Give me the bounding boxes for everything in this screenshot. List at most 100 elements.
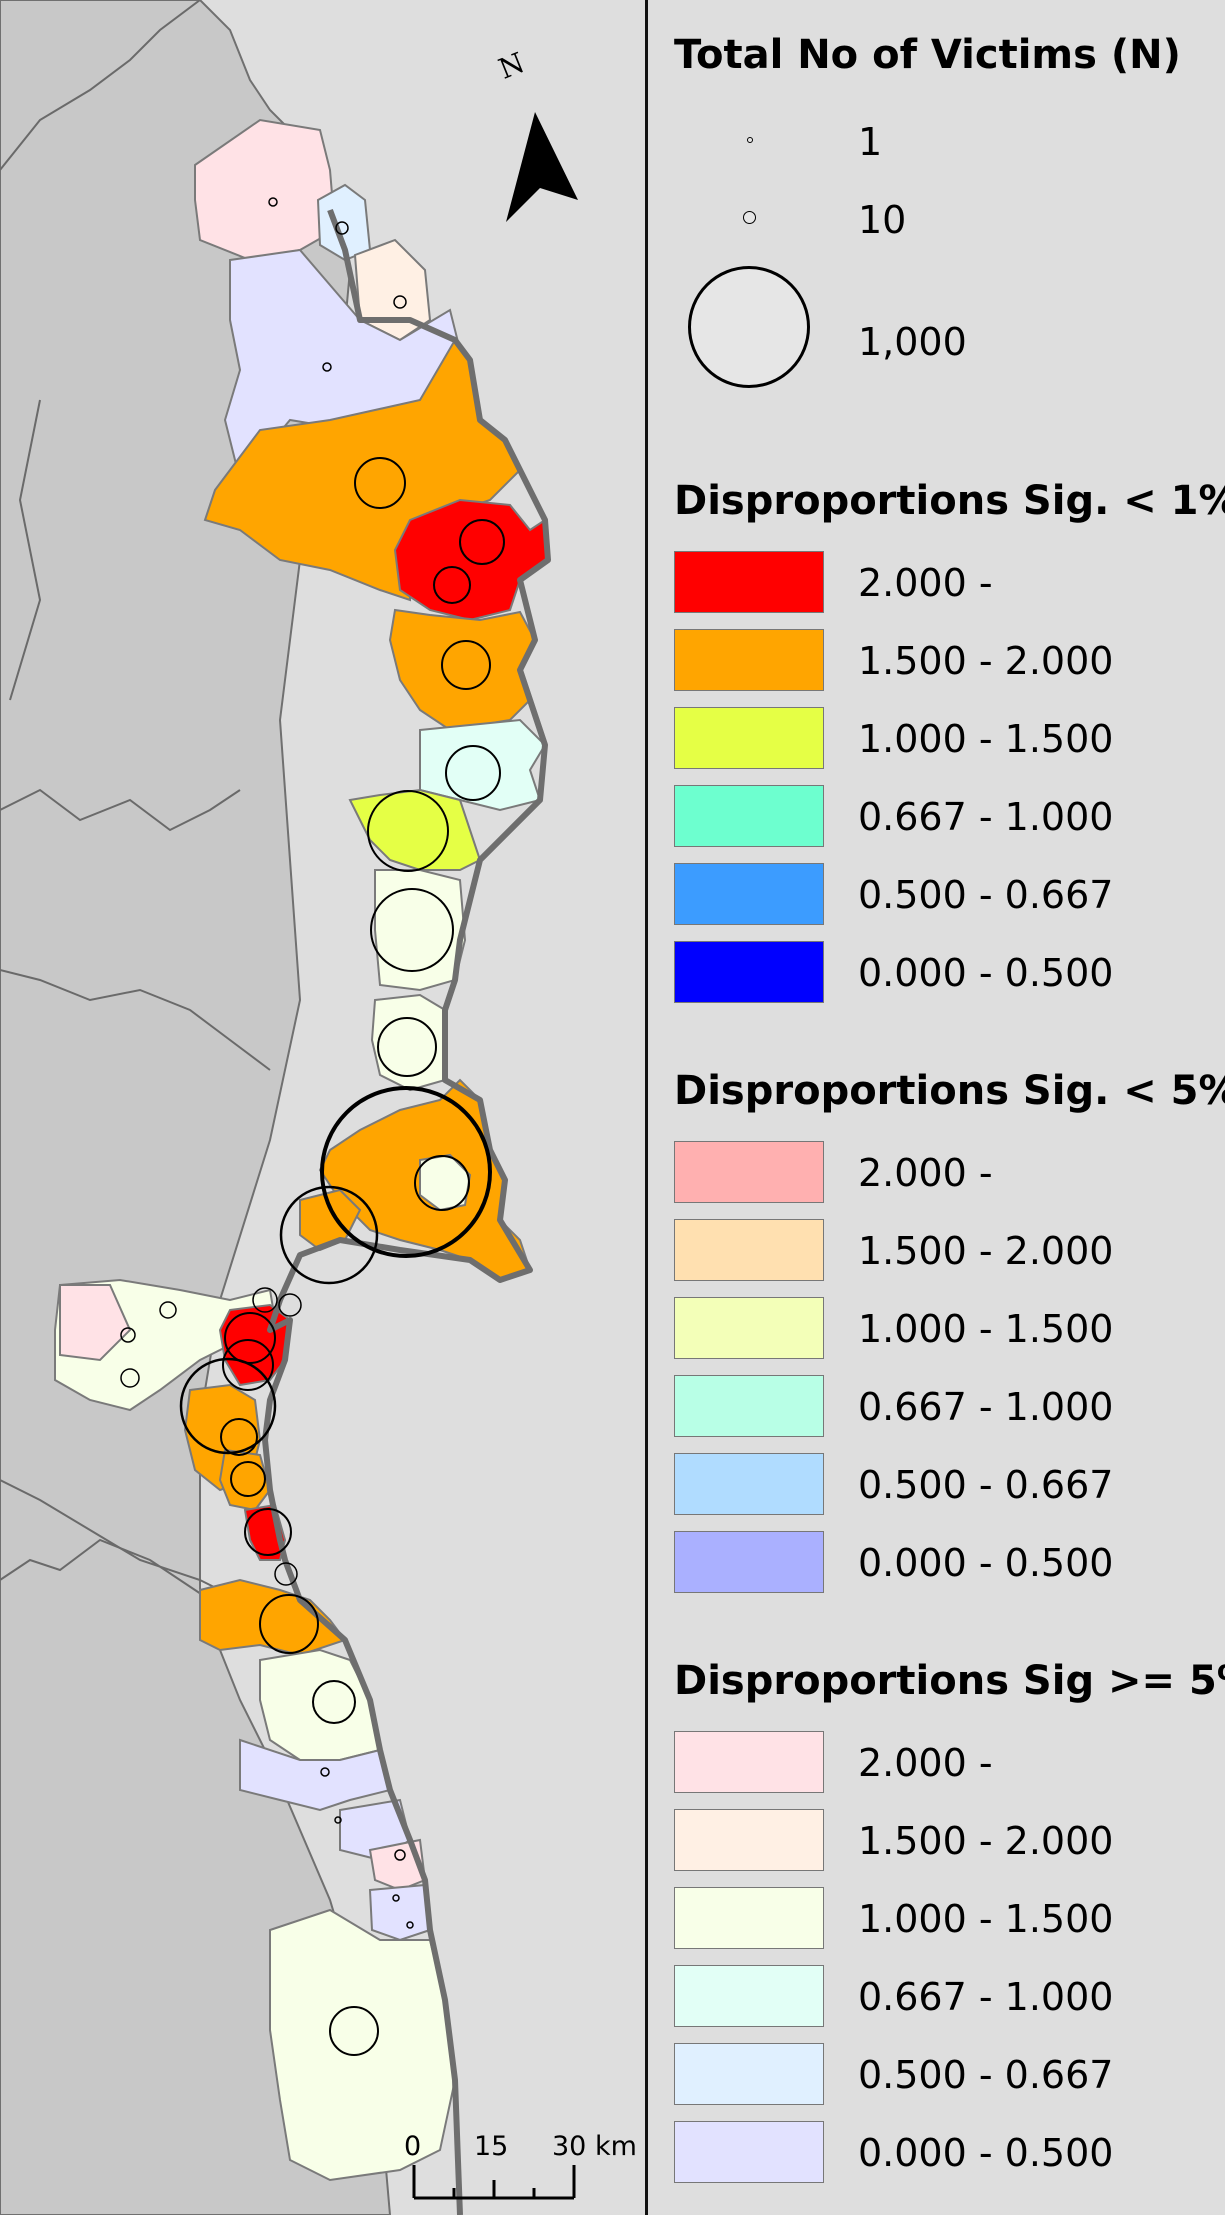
legend-swatch	[674, 551, 824, 613]
legend-class-label: 0.667 - 1.000	[858, 1385, 1114, 1429]
victim-circle	[159, 1301, 177, 1319]
victim-circle	[334, 1816, 342, 1824]
victim-circle	[224, 1312, 276, 1364]
legend-class-label: 0.000 - 0.500	[858, 951, 1114, 995]
victim-circle	[393, 295, 407, 309]
legend-class-label: 0.667 - 1.000	[858, 795, 1114, 839]
municipality-lavender-1	[239, 1738, 392, 1812]
legend-panel: Total No of Victims (N) 1 10 1,000 Dispr…	[648, 0, 1225, 2215]
victim-circle	[320, 1086, 492, 1258]
municipality-north-1	[194, 118, 337, 262]
legend-swatch	[674, 1965, 824, 2027]
legend-swatch	[674, 1375, 824, 1437]
legend-swatch	[674, 863, 824, 925]
scale-label-15: 15	[474, 2131, 508, 2162]
legend-swatch	[674, 1887, 824, 1949]
victim-circle	[377, 1017, 437, 1077]
coastal-map: N 0 15 30 km	[0, 0, 637, 2215]
size-label-10: 10	[858, 198, 907, 242]
victim-circle	[441, 640, 491, 690]
municipality-lavender-3	[368, 1883, 432, 1942]
legend-class-label: 2.000 -	[858, 1741, 993, 1785]
victim-circle	[392, 1894, 400, 1902]
legend-swatch	[674, 1809, 824, 1871]
size-symbol-medium	[743, 211, 756, 224]
victim-circle	[414, 1155, 470, 1211]
municipality-pale-1	[374, 869, 467, 992]
legend-swatch	[674, 785, 824, 847]
legend-class-label: 1.000 - 1.500	[858, 717, 1114, 761]
victim-circle	[312, 1680, 356, 1724]
legend-swatch	[674, 1141, 824, 1203]
legend-class-label: 0.667 - 1.000	[858, 1975, 1114, 2019]
legend-group-title: Disproportions Sig. < 1%	[674, 478, 1225, 524]
legend-swatch	[674, 1453, 824, 1515]
legend-swatch	[674, 1731, 824, 1793]
victim-circle	[268, 197, 278, 207]
victim-circle	[252, 1287, 278, 1313]
victim-circles	[120, 197, 505, 2056]
victim-circle	[244, 1508, 292, 1556]
legend-swatch	[674, 2043, 824, 2105]
size-symbol-small	[747, 137, 753, 143]
victim-circle	[120, 1327, 136, 1343]
size-label-1000: 1,000	[858, 320, 967, 364]
scale-label-30-km: 30 km	[552, 2131, 637, 2162]
panel-divider	[645, 0, 648, 2215]
legend-class-label: 1.500 - 2.000	[858, 639, 1114, 683]
scale-label-0: 0	[404, 2131, 421, 2162]
municipality-pale-3	[419, 1153, 472, 1212]
legend-swatch	[674, 707, 824, 769]
victim-circle	[354, 457, 406, 509]
legend-swatch	[674, 1219, 824, 1281]
size-label-1: 1	[858, 120, 883, 164]
victim-circle	[459, 519, 505, 565]
municipality-pink-1	[59, 1284, 132, 1362]
coastline	[262, 208, 551, 2215]
legend-swatch	[674, 1531, 824, 1593]
legend-class-label: 0.000 - 0.500	[858, 2131, 1114, 2175]
prefecture-boundaries	[0, 0, 271, 1601]
legend-class-label: 1.000 - 1.500	[858, 1897, 1114, 1941]
victim-circle	[433, 566, 471, 604]
victim-circle	[120, 1368, 140, 1388]
legend-class-label: 2.000 -	[858, 561, 993, 605]
legend-class-label: 0.500 - 0.667	[858, 1463, 1114, 1507]
legend-swatch	[674, 629, 824, 691]
legend-swatch	[674, 941, 824, 1003]
municipalities	[54, 118, 550, 2182]
victim-circle	[370, 888, 454, 972]
legend-class-label: 0.500 - 0.667	[858, 2053, 1114, 2097]
legend-class-label: 0.000 - 0.500	[858, 1541, 1114, 1585]
victim-circle	[230, 1461, 266, 1497]
victim-circle	[278, 1293, 302, 1317]
legend-swatch	[674, 2121, 824, 2183]
legend-swatch	[674, 1297, 824, 1359]
scale-bar	[412, 2165, 576, 2200]
size-symbol-large	[688, 266, 810, 388]
legend-class-label: 2.000 -	[858, 1151, 993, 1195]
legend-group-title: Disproportions Sig. < 5%	[674, 1068, 1225, 1114]
legend-class-label: 1.500 - 2.000	[858, 1229, 1114, 1273]
legend-size-title: Total No of Victims (N)	[674, 32, 1181, 78]
legend-class-label: 0.500 - 0.667	[858, 873, 1114, 917]
victim-circle	[406, 1921, 414, 1929]
municipality-pale-6	[269, 1908, 457, 2182]
victim-circle	[329, 2006, 379, 2056]
victim-circle	[394, 1849, 406, 1861]
legend-class-label: 1.500 - 2.000	[858, 1819, 1114, 1863]
victim-circle	[179, 1357, 277, 1455]
legend-group-title: Disproportions Sig >= 5%	[674, 1658, 1225, 1704]
victim-circle	[274, 1562, 298, 1586]
victim-circle	[322, 362, 332, 372]
victim-circle	[279, 1185, 379, 1285]
victim-circle	[222, 1339, 274, 1391]
victim-circle	[220, 1418, 258, 1456]
victim-circle	[320, 1767, 330, 1777]
victim-circle	[259, 1594, 319, 1654]
legend-class-label: 1.000 - 1.500	[858, 1307, 1114, 1351]
victim-circle	[445, 745, 501, 801]
municipality-pale-2	[370, 993, 446, 1092]
victim-circle	[367, 790, 449, 872]
